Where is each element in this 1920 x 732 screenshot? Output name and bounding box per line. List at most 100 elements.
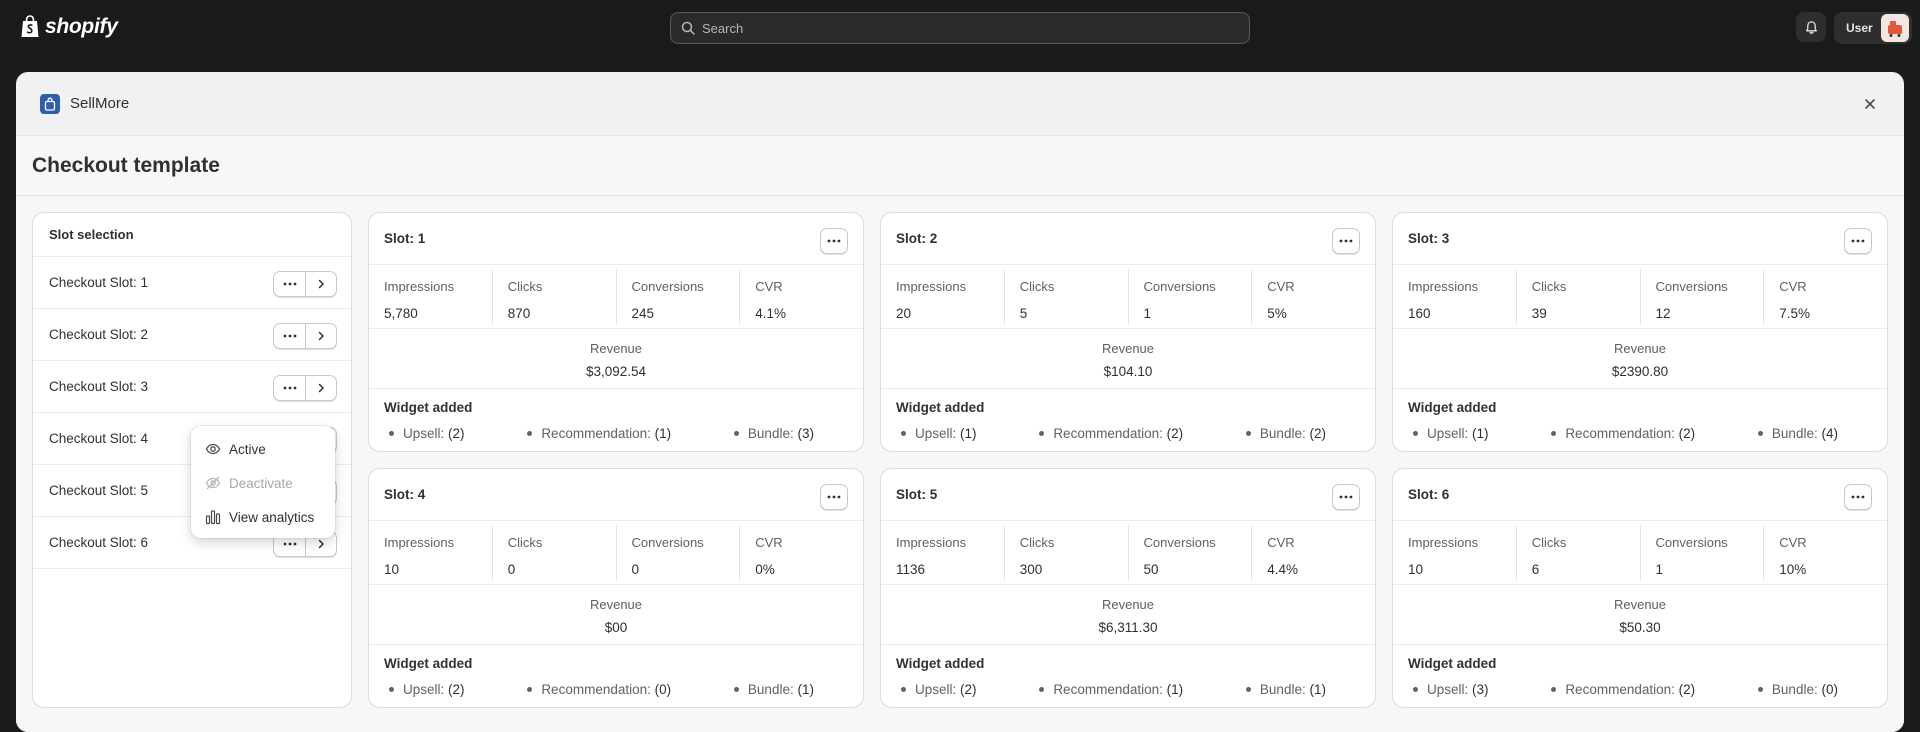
bar-chart-icon <box>205 510 221 525</box>
metric-cvr: CVR 5% <box>1251 269 1375 324</box>
widgets-section: Widget added Upsell: (3) Recommendation: (… <box>1393 645 1887 697</box>
open-slot-button[interactable] <box>305 532 336 556</box>
metric-conversions: Conversions 1 <box>1639 525 1764 580</box>
revenue-label: Revenue <box>589 341 643 356</box>
metric-value: 160 <box>1408 306 1431 321</box>
metrics-row: Impressions 1136 Clicks 300 Conversions 50 CVR… <box>881 521 1375 585</box>
menu-item-active[interactable]: Active <box>197 432 329 466</box>
widget-label: Recommendation: <box>541 426 651 441</box>
metric-clicks: Clicks 6 <box>1515 525 1640 580</box>
open-slot-button[interactable] <box>305 272 336 296</box>
widgets-title: Widget added <box>1408 656 1497 671</box>
metric-value: 7.5% <box>1779 306 1811 321</box>
widgets-section: Widget added Upsell: (2) Recommendation: (… <box>369 389 863 441</box>
slot-card-more-button[interactable] <box>820 484 848 510</box>
menu-item-view-analytics[interactable]: View analytics <box>197 500 329 534</box>
slot-card: Slot: 6 Impressions 10 Clicks 6 Conversions 1 C… <box>1392 468 1888 708</box>
revenue-section: Revenue $3,092.54 <box>369 329 863 389</box>
slot-row[interactable]: Checkout Slot: 3 <box>33 361 351 413</box>
shopify-logo[interactable]: shopify <box>20 15 118 39</box>
widget-item-recommendation: Recommendation: (2) <box>1551 682 1695 697</box>
search-bar[interactable] <box>670 12 1250 44</box>
metric-clicks: Clicks 870 <box>491 269 616 324</box>
metric-value: 5% <box>1267 306 1287 321</box>
bullet-icon <box>1039 686 1045 692</box>
widget-list: Upsell: (2) Recommendation: (0) Bundle: (1… <box>384 682 848 697</box>
widget-label: Upsell: <box>915 426 957 441</box>
revenue-label: Revenue <box>1613 597 1667 612</box>
metric-value: 20 <box>896 306 912 321</box>
more-horizontal-icon <box>827 239 841 243</box>
more-actions-button[interactable] <box>274 532 305 556</box>
bullet-icon <box>733 430 739 436</box>
menu-item-label: Deactivate <box>229 475 293 491</box>
metrics-row: Impressions 5,780 Clicks 870 Conversions 245 C… <box>369 265 863 329</box>
slot-row-actions <box>273 323 337 349</box>
metric-label: CVR <box>1779 279 1807 294</box>
metric-impressions: Impressions 20 <box>881 269 1004 324</box>
chevron-right-icon <box>318 539 324 549</box>
metric-value: 12 <box>1655 306 1671 321</box>
search-input[interactable] <box>702 20 1222 36</box>
metric-cvr: CVR 10% <box>1763 525 1887 580</box>
slot-card: Slot: 5 Impressions 1136 Clicks 300 Conversio… <box>880 468 1376 708</box>
slot-card-header: Slot: 1 <box>369 213 863 265</box>
modal-header: SellMore <box>16 72 1904 136</box>
metric-value: 1136 <box>896 562 926 577</box>
metric-conversions: Conversions 12 <box>1639 269 1764 324</box>
metric-cvr: CVR 4.1% <box>739 269 863 324</box>
bag-icon <box>44 97 56 111</box>
slot-row[interactable]: Checkout Slot: 1 <box>33 257 351 309</box>
slot-card-more-button[interactable] <box>820 228 848 254</box>
slot-row-actions <box>273 375 337 401</box>
notifications-button[interactable] <box>1796 12 1826 42</box>
revenue-label: Revenue <box>1101 597 1155 612</box>
open-slot-button[interactable] <box>305 324 336 348</box>
revenue-section: Revenue $00 <box>369 585 863 645</box>
widgets-title: Widget added <box>384 656 473 671</box>
metric-conversions: Conversions 1 <box>1127 269 1252 324</box>
widget-count: (3) <box>1472 682 1489 697</box>
close-button[interactable] <box>1860 94 1880 114</box>
more-actions-button[interactable] <box>274 272 305 296</box>
slot-card-header: Slot: 5 <box>881 469 1375 521</box>
metric-conversions: Conversions 0 <box>615 525 740 580</box>
metric-value: 5 <box>1019 306 1028 321</box>
user-menu-button[interactable]: User <box>1834 12 1912 44</box>
widget-count: (3) <box>797 426 814 441</box>
revenue-section: Revenue $50.30 <box>1393 585 1887 645</box>
more-actions-button[interactable] <box>274 324 305 348</box>
revenue-value: $6,311.30 <box>1098 620 1158 635</box>
slot-card-title: Slot: 6 <box>1408 487 1450 502</box>
metric-value: 245 <box>631 306 655 321</box>
metric-label: Impressions <box>384 279 455 294</box>
bullet-icon <box>901 430 906 436</box>
sellmore-app-icon <box>40 93 60 114</box>
widget-item-upsell: Upsell: (1) <box>1413 426 1489 441</box>
slot-row[interactable]: Checkout Slot: 2 <box>33 309 351 361</box>
slot-row-label: Checkout Slot: 5 <box>49 483 149 498</box>
slot-card-more-button[interactable] <box>1844 228 1872 254</box>
slot-card-more-button[interactable] <box>1844 484 1872 510</box>
slot-card: Slot: 3 Impressions 160 Clicks 39 Conversions… <box>1392 212 1888 452</box>
open-slot-button[interactable] <box>305 376 336 400</box>
metric-impressions: Impressions 10 <box>1393 525 1516 580</box>
widget-count: (1) <box>1309 682 1326 697</box>
metric-value: 0 <box>507 562 516 577</box>
widget-label: Bundle: <box>1771 682 1818 697</box>
slot-card-more-button[interactable] <box>1332 484 1360 510</box>
metric-value: 4.1% <box>755 306 787 321</box>
slot-row-label: Checkout Slot: 2 <box>49 327 149 342</box>
slot-selection-panel: Slot selection Checkout Slot: 1 Checkout … <box>32 212 352 708</box>
slot-card-header: Slot: 6 <box>1393 469 1887 521</box>
widget-count: (2) <box>1678 682 1696 697</box>
widget-label: Bundle: <box>747 682 794 697</box>
menu-item-label: View analytics <box>229 509 315 525</box>
menu-item-deactivate[interactable]: Deactivate <box>197 466 329 500</box>
slot-card-more-button[interactable] <box>1332 228 1360 254</box>
more-actions-button[interactable] <box>274 376 305 400</box>
metric-label: Conversions <box>631 279 704 294</box>
revenue-value: $50.30 <box>1619 620 1661 635</box>
widget-list: Upsell: (1) Recommendation: (2) Bundle: (2… <box>896 426 1360 441</box>
metric-label: Conversions <box>631 535 704 550</box>
